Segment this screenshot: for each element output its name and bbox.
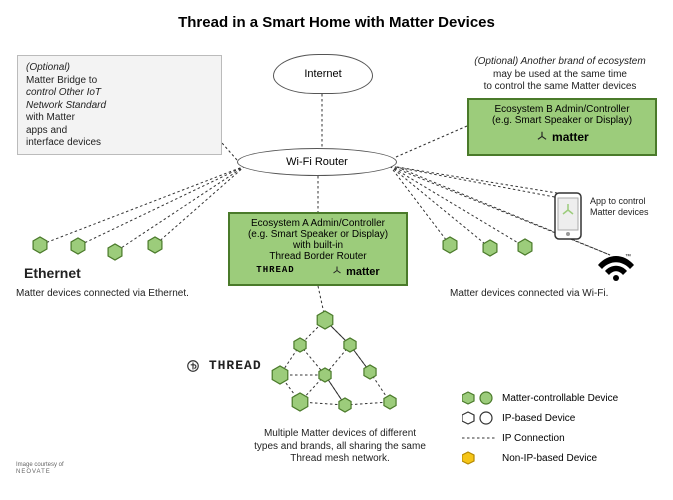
page-title: Thread in a Smart Home with Matter Devic… bbox=[0, 14, 673, 31]
ethernet-heading: Ethernet bbox=[24, 265, 81, 283]
thread-logo-a: THREAD bbox=[256, 265, 294, 280]
credit1: NEOVATE bbox=[16, 469, 51, 475]
ecosystem-a-box: Ecosystem A Admin/Controller (e.g. Smart… bbox=[228, 212, 408, 286]
matter-logo-b: matter bbox=[552, 130, 589, 144]
tc0: Multiple Matter devices of different bbox=[264, 428, 416, 439]
legend-ip-connection: IP Connection bbox=[462, 430, 565, 446]
bridge-l2: control Other IoT bbox=[26, 87, 101, 98]
legend-l3: Non-IP-based Device bbox=[502, 453, 597, 464]
matter-bridge-box: (Optional) Matter Bridge to control Othe… bbox=[17, 55, 222, 155]
internet-cloud: Internet bbox=[273, 54, 373, 94]
bridge-optional: (Optional) bbox=[26, 62, 70, 73]
wifi-logo: ™ bbox=[595, 252, 637, 287]
internet-label: Internet bbox=[304, 68, 341, 80]
ecoa-l3: Thread Border Router bbox=[230, 251, 406, 262]
tc2: Thread mesh network. bbox=[290, 453, 390, 464]
matter-logo-a: matter bbox=[346, 266, 380, 278]
legend-l1: IP-based Device bbox=[502, 413, 575, 424]
bridge-l6: interface devices bbox=[26, 137, 101, 148]
phone-cap1: Matter devices bbox=[590, 207, 649, 217]
bridge-l5: apps and bbox=[26, 125, 67, 136]
ecoa-l1: (e.g. Smart Speaker or Display) bbox=[230, 229, 406, 240]
bridge-l1: Matter Bridge to bbox=[26, 75, 97, 86]
phone-cap0: App to control bbox=[590, 196, 646, 206]
ecosystem-b-caption: (Optional) Another brand of ecosystem ma… bbox=[455, 56, 665, 94]
ecoa-l0: Ecosystem A Admin/Controller bbox=[230, 218, 406, 229]
thread-mesh-caption: Multiple Matter devices of different typ… bbox=[240, 428, 440, 466]
legend-ip-device: IP-based Device bbox=[462, 410, 575, 426]
ecob-cap2: to control the same Matter devices bbox=[484, 81, 637, 92]
bridge-l3: Network Standard bbox=[26, 100, 106, 111]
matter-icon-a bbox=[331, 265, 343, 280]
ecosystem-b-box: Ecosystem B Admin/Controller (e.g. Smart… bbox=[467, 98, 657, 156]
ecoa-l2: with built-in bbox=[230, 240, 406, 251]
legend-l2: IP Connection bbox=[502, 433, 565, 444]
wifi-caption: Matter devices connected via Wi-Fi. bbox=[450, 288, 608, 301]
ecob-l0: Ecosystem B Admin/Controller bbox=[469, 104, 655, 115]
ecob-cap0: (Optional) Another brand of ecosystem bbox=[474, 56, 645, 67]
phone-caption: App to control Matter devices bbox=[590, 196, 649, 219]
phone-icon bbox=[554, 192, 582, 245]
credit0: Image courtesy of bbox=[16, 462, 64, 468]
ecob-cap1: may be used at the same time bbox=[493, 69, 627, 80]
wifi-router: Wi-Fi Router bbox=[237, 148, 397, 176]
ecob-l1: (e.g. Smart Speaker or Display) bbox=[469, 115, 655, 126]
legend-nonip-device: Non-IP-based Device bbox=[462, 450, 597, 466]
legend-l0: Matter-controllable Device bbox=[502, 393, 618, 404]
legend-matter-device: Matter-controllable Device bbox=[462, 390, 618, 406]
thread-logo-big-text: THREAD bbox=[209, 358, 262, 373]
router-label: Wi-Fi Router bbox=[286, 156, 348, 168]
tc1: types and brands, all sharing the same bbox=[254, 441, 426, 452]
ethernet-caption: Matter devices connected via Ethernet. bbox=[16, 288, 189, 301]
bridge-l4: with Matter bbox=[26, 112, 75, 123]
thread-logo-big: THREAD bbox=[186, 358, 262, 374]
matter-icon bbox=[535, 130, 549, 147]
image-credit: Image courtesy of NEOVATE bbox=[16, 462, 64, 475]
